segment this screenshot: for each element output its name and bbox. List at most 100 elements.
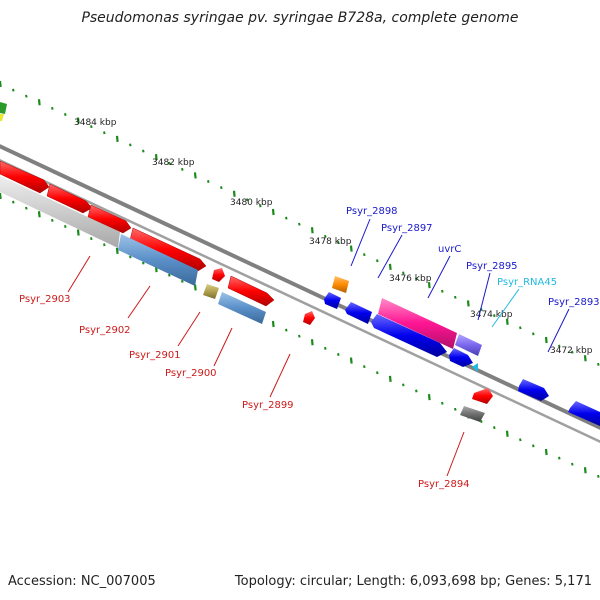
gene-psyr-2898-orange[interactable]: [332, 276, 349, 293]
minor-tick: [12, 88, 15, 92]
edge-feature-green[interactable]: [0, 102, 7, 114]
minor-tick: [25, 94, 28, 98]
callouts-bottom: [67, 255, 465, 477]
gene-label-psyr-rna45[interactable]: Psyr_RNA45: [497, 277, 557, 288]
major-tick: [37, 211, 41, 218]
major-tick: [544, 336, 548, 344]
gene-psyr-2898-blue[interactable]: [324, 292, 341, 309]
minor-tick: [51, 218, 54, 222]
kbp-label: 3474 kbp: [470, 310, 513, 320]
major-tick: [76, 117, 80, 124]
major-tick: [37, 99, 41, 106]
minor-tick: [142, 261, 145, 265]
gene-psyr-2900-red[interactable]: [227, 275, 275, 307]
gene-psyr-2893-blue[interactable]: [518, 379, 549, 401]
gene-psyr-2895-blue[interactable]: [449, 348, 473, 367]
minor-tick: [597, 362, 600, 366]
gene-psyr-2901-olive[interactable]: [203, 284, 219, 299]
map-title: Pseudomonas syringae pv. syringae B728a,…: [81, 10, 518, 26]
gene-label-psyr-2902[interactable]: Psyr_2902: [79, 325, 131, 336]
minor-tick: [129, 255, 132, 259]
major-tick: [349, 357, 353, 364]
gene-uvrc-pink[interactable]: [378, 298, 457, 349]
minor-tick: [532, 332, 535, 336]
minor-tick: [103, 243, 106, 247]
gene-psyr-2892-blue[interactable]: [568, 401, 600, 426]
gene-label-psyr-2898[interactable]: Psyr_2898: [346, 206, 398, 217]
major-tick: [583, 467, 587, 474]
gene-psyr-2902b-block[interactable]: [129, 227, 207, 272]
minor-tick: [181, 167, 184, 171]
gene-psyr-2897-blue[interactable]: [345, 302, 372, 324]
gene-label-psyr-2897[interactable]: Psyr_2897: [381, 223, 433, 234]
major-tick: [193, 172, 197, 179]
gene-psyr-2903-block[interactable]: [0, 160, 50, 194]
gene-label-psyr-2893[interactable]: Psyr_2893: [548, 297, 600, 308]
minor-tick: [337, 240, 340, 244]
major-tick: [154, 154, 158, 161]
minor-tick: [337, 352, 340, 356]
gene-label-psyr-2894[interactable]: Psyr_2894: [418, 479, 470, 490]
major-tick: [427, 282, 431, 289]
gene-psyr-2895-purple[interactable]: [455, 334, 482, 356]
major-tick: [466, 300, 470, 307]
gene-label-psyr-2899[interactable]: Psyr_2899: [242, 400, 294, 411]
gene-psyr-rna45[interactable]: [472, 363, 478, 372]
gene-label-uvrc[interactable]: uvrC: [438, 244, 461, 255]
major-tick: [427, 394, 431, 401]
gene-psyr-2899-red[interactable]: [303, 311, 315, 325]
minor-tick: [519, 326, 522, 330]
accession-text: Accession: NC_007005: [8, 574, 156, 589]
gene-psyr-2900-steel[interactable]: [218, 292, 266, 324]
minor-tick: [415, 389, 418, 393]
major-tick: [271, 320, 275, 328]
topology-text: Topology: circular; Length: 6,093,698 bp…: [234, 574, 592, 589]
kbp-label: 3476 kbp: [389, 274, 432, 284]
kbp-label: 3482 kbp: [152, 158, 195, 168]
kbp-label: 3480 kbp: [230, 198, 273, 208]
gene-psyr-2894-red[interactable]: [472, 388, 493, 404]
minor-tick: [558, 456, 561, 460]
minor-tick: [415, 277, 418, 281]
minor-tick: [597, 474, 600, 478]
gene-psyr-2894-dark[interactable]: [460, 406, 485, 422]
minor-tick: [51, 106, 54, 110]
minor-tick: [64, 112, 67, 116]
minor-tick: [220, 186, 223, 190]
kbp-label: 3484 kbp: [74, 118, 117, 128]
minor-tick: [480, 420, 483, 424]
gene-psyr-2901-small-red[interactable]: [212, 268, 225, 282]
gene-labels-bottom: Psyr_2903 Psyr_2902 Psyr_2901 Psyr_2900 …: [19, 294, 470, 490]
minor-tick: [298, 222, 301, 226]
major-tick: [115, 247, 119, 254]
minor-tick: [142, 149, 145, 153]
edge-feature-yellow[interactable]: [0, 114, 4, 121]
tick-row-outer: [0, 80, 600, 366]
gene-psyr-2902-block[interactable]: [87, 204, 132, 234]
minor-tick: [324, 234, 327, 238]
gene-steel-block[interactable]: [118, 234, 198, 286]
minor-tick: [571, 462, 574, 466]
minor-tick: [571, 350, 574, 354]
gene-gray-block[interactable]: [0, 176, 120, 248]
gene-label-psyr-2901[interactable]: Psyr_2901: [129, 350, 181, 361]
gene-label-psyr-2900[interactable]: Psyr_2900: [165, 368, 217, 379]
minor-tick: [259, 204, 262, 208]
gene-psyr-2903b-block[interactable]: [46, 183, 93, 214]
major-tick: [310, 339, 314, 346]
minor-tick: [90, 237, 93, 241]
minor-tick: [532, 444, 535, 448]
minor-tick: [129, 143, 132, 147]
minor-tick: [493, 426, 496, 430]
minor-tick: [402, 383, 405, 387]
kbp-label: 3478 kbp: [309, 237, 352, 247]
minor-tick: [181, 279, 184, 283]
gene-label-psyr-2895[interactable]: Psyr_2895: [466, 261, 518, 272]
minor-tick: [90, 125, 93, 129]
minor-tick: [324, 346, 327, 350]
gene-label-psyr-2903[interactable]: Psyr_2903: [19, 294, 71, 305]
gene-uvrc-blue[interactable]: [371, 314, 447, 357]
minor-tick: [363, 365, 366, 369]
minor-tick: [103, 131, 106, 135]
